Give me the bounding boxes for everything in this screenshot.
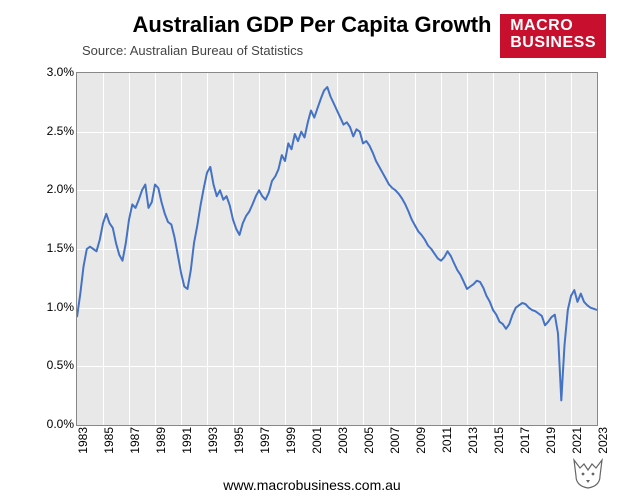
x-tick-label: 1991 — [180, 427, 194, 463]
x-tick-label: 1985 — [102, 427, 116, 463]
x-tick-label: 2017 — [518, 427, 532, 463]
x-tick-label: 1989 — [154, 427, 168, 463]
x-tick-label: 2009 — [414, 427, 428, 463]
logo-line1: MACRO — [510, 18, 596, 35]
y-tick-label: 1.5% — [30, 241, 74, 255]
x-tick-label: 1987 — [128, 427, 142, 463]
x-tick-label: 2013 — [466, 427, 480, 463]
macrobusiness-logo: MACRO BUSINESS — [500, 14, 606, 58]
y-tick-label: 0.0% — [30, 417, 74, 431]
x-tick-label: 2005 — [362, 427, 376, 463]
x-tick-label: 1993 — [206, 427, 220, 463]
source-label: Source: Australian Bureau of Statistics — [82, 43, 303, 58]
x-tick-label: 1999 — [284, 427, 298, 463]
chart-plot-area — [76, 72, 598, 426]
y-tick-label: 2.5% — [30, 124, 74, 138]
data-line — [77, 73, 597, 425]
x-tick-label: 2019 — [544, 427, 558, 463]
x-tick-label: 2023 — [596, 427, 610, 463]
y-tick-label: 1.0% — [30, 300, 74, 314]
x-tick-label: 1997 — [258, 427, 272, 463]
x-tick-label: 2021 — [570, 427, 584, 463]
x-tick-label: 1995 — [232, 427, 246, 463]
y-tick-label: 2.0% — [30, 182, 74, 196]
x-tick-label: 2007 — [388, 427, 402, 463]
x-tick-label: 1983 — [76, 427, 90, 463]
x-tick-label: 2003 — [336, 427, 350, 463]
logo-line2: BUSINESS — [510, 35, 596, 52]
y-tick-label: 3.0% — [30, 65, 74, 79]
x-tick-label: 2011 — [440, 427, 454, 463]
footer-url: www.macrobusiness.com.au — [0, 477, 624, 493]
x-tick-label: 2015 — [492, 427, 506, 463]
y-tick-label: 0.5% — [30, 358, 74, 372]
x-tick-label: 2001 — [310, 427, 324, 463]
